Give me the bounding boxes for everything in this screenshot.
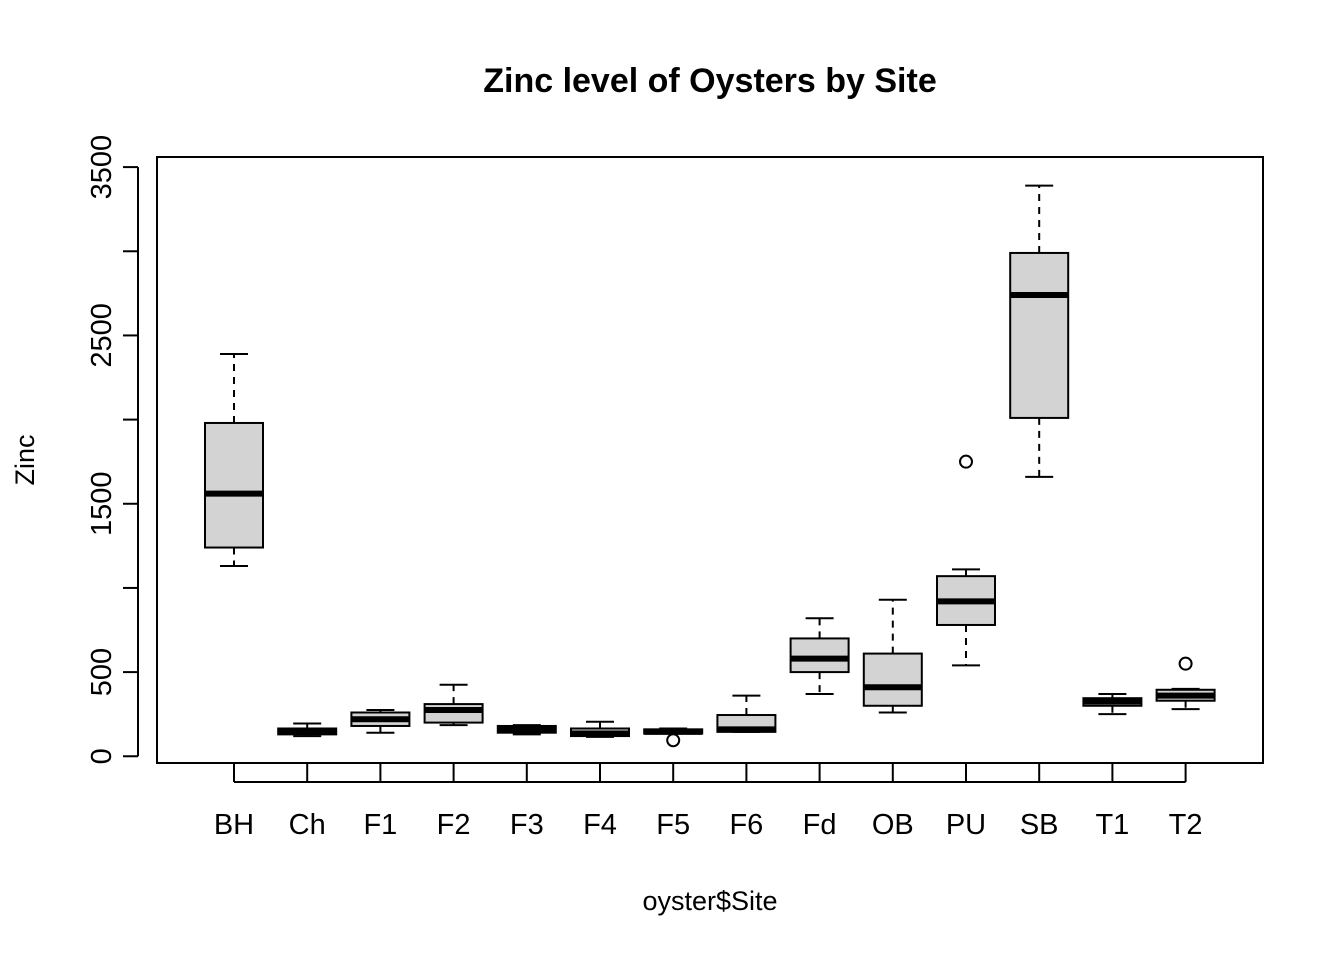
plot-frame [156, 156, 1264, 764]
x-tick-label: F2 [437, 809, 471, 841]
y-axis: 0 500 1500 2500 3500 [86, 135, 139, 764]
box-OB [862, 598, 923, 714]
box-T2 [1155, 656, 1216, 711]
x-tick-label: T2 [1169, 809, 1203, 841]
x-tick-label: Ch [289, 809, 326, 841]
outlier-point [666, 733, 681, 748]
x-tick-label: F5 [656, 809, 690, 841]
x-tick-label: T1 [1095, 809, 1129, 841]
box-BH [204, 352, 264, 568]
box-T1 [1082, 692, 1143, 716]
box-F1 [350, 708, 411, 734]
y-tick-label: 3500 [86, 135, 118, 200]
y-tick-label: 1500 [86, 472, 118, 537]
box-F6 [716, 694, 777, 733]
box-F4 [570, 720, 630, 738]
box-F5 [643, 727, 704, 748]
x-tick-label: BH [214, 809, 254, 841]
chart-title: Zinc level of Oysters by Site [483, 62, 937, 100]
x-tick-label: F3 [510, 809, 544, 841]
y-tick-label: 500 [86, 648, 118, 696]
x-tick-label: PU [946, 809, 986, 841]
box-iqr [1009, 251, 1070, 419]
x-tick-label: F4 [583, 809, 617, 841]
box-Fd [789, 617, 850, 695]
box-iqr [789, 637, 850, 674]
box-F3 [496, 724, 557, 736]
box-iqr [862, 652, 923, 707]
x-tick-label: F6 [729, 809, 763, 841]
x-axis-label: oyster$Site [642, 886, 777, 916]
box-iqr [423, 703, 484, 724]
x-tick-label: F1 [363, 809, 397, 841]
y-tick-label: 2500 [86, 303, 118, 368]
box-Ch [277, 722, 338, 738]
x-axis: BH Ch F1 F2 F3 F4 F5 F6 Fd OB PU SB T1 T2 [214, 763, 1203, 841]
box-iqr [204, 421, 264, 549]
y-axis-label: Zinc [10, 434, 40, 485]
x-tick-label: SB [1020, 809, 1059, 841]
x-tick-label: OB [872, 809, 914, 841]
box-PU [936, 454, 996, 667]
box-series [204, 184, 1216, 748]
outlier-point [959, 454, 973, 469]
x-tick-label: Fd [803, 809, 837, 841]
y-tick-label: 0 [86, 748, 118, 764]
outlier-point [1178, 656, 1193, 671]
box-F2 [423, 683, 484, 727]
box-SB [1009, 184, 1070, 478]
